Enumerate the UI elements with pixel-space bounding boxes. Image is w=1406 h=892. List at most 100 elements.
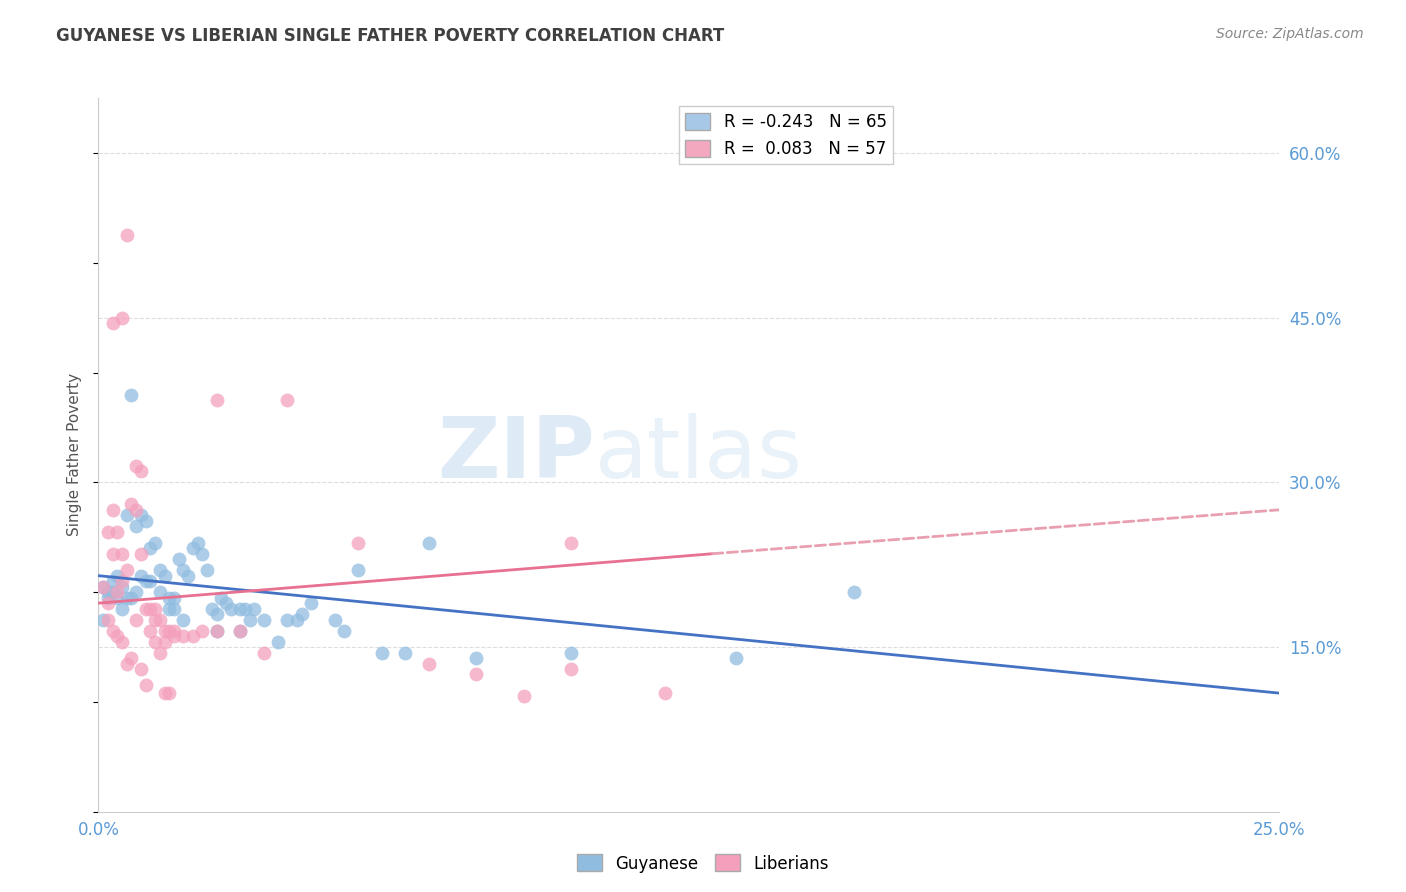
Point bbox=[101, 585, 124, 599]
Point bbox=[229, 601, 252, 615]
Point bbox=[105, 585, 128, 599]
Point bbox=[153, 568, 176, 582]
Point bbox=[243, 601, 266, 615]
Point bbox=[91, 613, 114, 627]
Point bbox=[253, 613, 276, 627]
Point bbox=[125, 458, 148, 473]
Point bbox=[115, 657, 138, 671]
Point bbox=[105, 629, 128, 643]
Point bbox=[135, 514, 157, 528]
Point bbox=[121, 387, 143, 401]
Text: Source: ZipAtlas.com: Source: ZipAtlas.com bbox=[1216, 27, 1364, 41]
Point bbox=[418, 535, 440, 549]
Point bbox=[191, 547, 214, 561]
Point bbox=[560, 646, 582, 660]
Point bbox=[97, 591, 120, 605]
Point bbox=[125, 613, 148, 627]
Point bbox=[111, 574, 134, 589]
Point bbox=[371, 646, 394, 660]
Point bbox=[205, 624, 228, 638]
Point bbox=[135, 574, 157, 589]
Point bbox=[91, 580, 114, 594]
Point bbox=[129, 464, 152, 478]
Point bbox=[229, 624, 252, 638]
Point bbox=[139, 541, 162, 556]
Point bbox=[125, 585, 148, 599]
Point bbox=[153, 686, 176, 700]
Point bbox=[121, 497, 143, 511]
Point bbox=[276, 613, 298, 627]
Point bbox=[172, 563, 194, 577]
Point bbox=[725, 651, 748, 665]
Point bbox=[97, 524, 120, 539]
Point bbox=[129, 568, 152, 582]
Point bbox=[111, 634, 134, 648]
Point bbox=[115, 508, 138, 523]
Point bbox=[654, 686, 676, 700]
Point bbox=[323, 613, 346, 627]
Point bbox=[181, 629, 204, 643]
Point bbox=[149, 585, 172, 599]
Point bbox=[172, 613, 194, 627]
Point bbox=[205, 624, 228, 638]
Point bbox=[333, 624, 356, 638]
Point bbox=[205, 392, 228, 407]
Point bbox=[149, 646, 172, 660]
Point bbox=[181, 541, 204, 556]
Text: ZIP: ZIP bbox=[437, 413, 595, 497]
Point bbox=[135, 601, 157, 615]
Point bbox=[215, 596, 238, 610]
Point bbox=[163, 629, 186, 643]
Point bbox=[560, 535, 582, 549]
Point bbox=[418, 657, 440, 671]
Point bbox=[844, 585, 866, 599]
Point bbox=[129, 508, 152, 523]
Point bbox=[143, 601, 166, 615]
Point bbox=[157, 591, 180, 605]
Point bbox=[465, 651, 488, 665]
Point bbox=[276, 392, 298, 407]
Point bbox=[121, 651, 143, 665]
Point bbox=[143, 535, 166, 549]
Point bbox=[394, 646, 416, 660]
Point bbox=[195, 563, 218, 577]
Text: GUYANESE VS LIBERIAN SINGLE FATHER POVERTY CORRELATION CHART: GUYANESE VS LIBERIAN SINGLE FATHER POVER… bbox=[56, 27, 724, 45]
Point bbox=[299, 596, 322, 610]
Y-axis label: Single Father Poverty: Single Father Poverty bbox=[67, 374, 83, 536]
Point bbox=[290, 607, 312, 621]
Point bbox=[465, 667, 488, 681]
Text: atlas: atlas bbox=[595, 413, 803, 497]
Point bbox=[97, 585, 120, 599]
Point bbox=[219, 601, 242, 615]
Point bbox=[167, 552, 190, 566]
Point bbox=[101, 624, 124, 638]
Point bbox=[105, 568, 128, 582]
Point bbox=[111, 547, 134, 561]
Point bbox=[129, 662, 152, 676]
Point bbox=[267, 634, 290, 648]
Point bbox=[125, 503, 148, 517]
Point bbox=[135, 678, 157, 692]
Point bbox=[105, 524, 128, 539]
Point bbox=[111, 601, 134, 615]
Point bbox=[101, 503, 124, 517]
Point bbox=[163, 624, 186, 638]
Legend: R = -0.243   N = 65, R =  0.083   N = 57: R = -0.243 N = 65, R = 0.083 N = 57 bbox=[679, 106, 893, 164]
Point bbox=[347, 535, 370, 549]
Point bbox=[111, 580, 134, 594]
Point bbox=[229, 624, 252, 638]
Point bbox=[153, 624, 176, 638]
Point bbox=[157, 624, 180, 638]
Point bbox=[347, 563, 370, 577]
Point bbox=[139, 624, 162, 638]
Point bbox=[101, 316, 124, 330]
Point bbox=[239, 613, 262, 627]
Point bbox=[149, 563, 172, 577]
Legend: Guyanese, Liberians: Guyanese, Liberians bbox=[571, 847, 835, 880]
Point bbox=[121, 591, 143, 605]
Point bbox=[201, 601, 224, 615]
Point bbox=[97, 596, 120, 610]
Point bbox=[115, 228, 138, 243]
Point bbox=[163, 601, 186, 615]
Point bbox=[105, 591, 128, 605]
